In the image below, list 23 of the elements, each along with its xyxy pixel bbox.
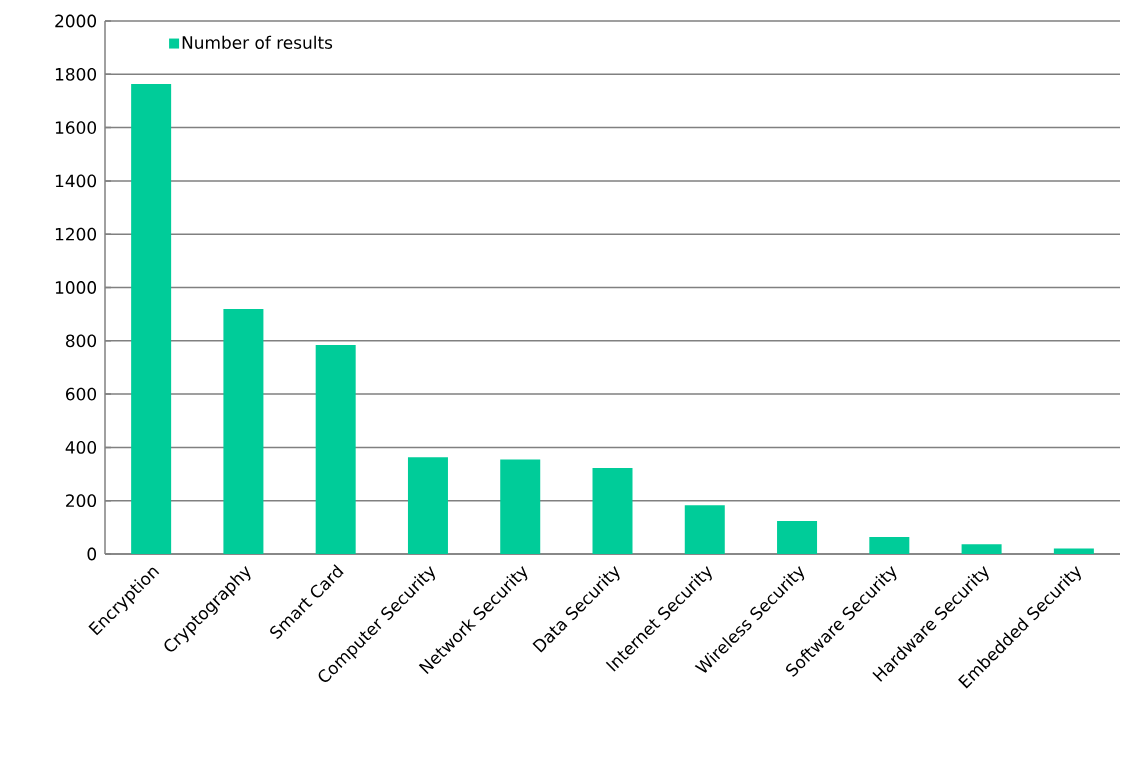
y-tick-label: 1000 [55, 281, 97, 294]
bar [315, 345, 356, 554]
bar [592, 467, 633, 554]
y-tick-label: 1200 [55, 227, 97, 241]
bar [777, 520, 818, 554]
y-tick-label: 2000 [55, 14, 97, 28]
bar [961, 544, 1002, 554]
bar [869, 536, 910, 554]
bar [1053, 548, 1094, 554]
y-tick-label: 1800 [55, 67, 97, 81]
bar [407, 457, 448, 554]
bar [223, 309, 264, 554]
y-tick-label: 200 [66, 494, 97, 508]
y-tick-label: 800 [65, 334, 97, 348]
y-tick-label: 400 [65, 440, 97, 454]
y-tick-label: 1400 [55, 174, 97, 188]
y-tick-label: 1600 [55, 121, 97, 134]
bar [500, 459, 541, 554]
y-tick-label: 600 [66, 387, 97, 401]
legend-label: Number of results [182, 35, 333, 49]
y-tick-label: 0 [87, 547, 97, 561]
bar [684, 505, 725, 554]
bar [131, 83, 172, 554]
